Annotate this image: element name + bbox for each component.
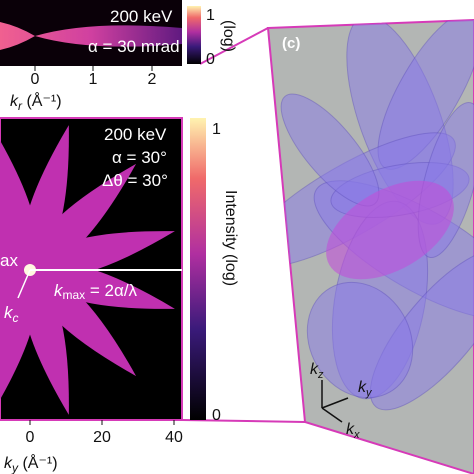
x-label: ky (Å⁻¹) bbox=[4, 453, 58, 474]
petal bbox=[0, 163, 31, 271]
petal bbox=[30, 231, 175, 278]
connector bbox=[199, 27, 269, 65]
kc: kc bbox=[4, 303, 19, 325]
colorbar-min: 0 bbox=[206, 51, 215, 68]
x-tick-label: 2 bbox=[148, 71, 157, 88]
colorbar-max: 1 bbox=[212, 121, 221, 138]
subscript: x bbox=[353, 429, 360, 441]
beam-profile bbox=[0, 22, 182, 50]
x-label: kr (Å⁻¹) bbox=[10, 91, 62, 113]
petal bbox=[0, 270, 38, 415]
panel-label: (c) bbox=[282, 35, 300, 52]
x-tick-label: 1 bbox=[89, 71, 98, 88]
petal bbox=[0, 269, 31, 377]
petal bbox=[29, 163, 137, 271]
colorbar-label: Intensity (log) bbox=[222, 190, 239, 286]
axes-triad bbox=[321, 380, 349, 423]
colorbar-min: 0 bbox=[212, 407, 221, 424]
alpha: α = 30 mrad bbox=[88, 37, 180, 56]
formula: = 2α/λ bbox=[85, 281, 137, 300]
subscript: r bbox=[18, 99, 23, 113]
petal-3d bbox=[306, 281, 414, 399]
symbol: k bbox=[4, 455, 13, 472]
petal-core bbox=[326, 180, 454, 280]
subscript: y bbox=[365, 387, 373, 399]
colorbar-max: 1 bbox=[206, 7, 215, 24]
subscript: max bbox=[63, 288, 86, 302]
kmax: kmax = 2α/λ bbox=[54, 281, 138, 302]
symbol: k bbox=[310, 361, 319, 378]
cut-label: ax bbox=[0, 251, 18, 270]
unit: (Å⁻¹) bbox=[22, 91, 62, 110]
dtheta: Δθ = 30° bbox=[102, 171, 168, 190]
alpha: α = 30° bbox=[112, 148, 167, 167]
colorbar bbox=[187, 6, 201, 64]
colorbar bbox=[190, 118, 206, 420]
axis bbox=[321, 407, 343, 423]
symbol: k bbox=[346, 421, 355, 438]
x-tick-label: 0 bbox=[31, 71, 40, 88]
symbol: k bbox=[4, 303, 14, 322]
colorbar-label: (log) bbox=[220, 20, 237, 52]
axis bbox=[321, 397, 349, 409]
energy: 200 keV bbox=[110, 7, 173, 26]
connector bbox=[181, 419, 306, 423]
subscript: c bbox=[13, 311, 19, 325]
symbol: k bbox=[358, 379, 367, 396]
unit: (Å⁻¹) bbox=[18, 453, 58, 472]
x-tick-label: 40 bbox=[165, 429, 183, 446]
subscript: z bbox=[317, 369, 324, 381]
petal bbox=[22, 125, 69, 270]
kc-line bbox=[17, 269, 31, 299]
petal bbox=[29, 269, 137, 377]
axis-x: kx bbox=[346, 421, 360, 441]
energy: 200 keV bbox=[104, 125, 167, 144]
axis-y: ky bbox=[358, 379, 373, 399]
subscript: y bbox=[11, 461, 19, 474]
symbol: k bbox=[10, 93, 19, 110]
x-tick-label: 20 bbox=[93, 429, 111, 446]
x-tick-label: 0 bbox=[26, 429, 35, 446]
axis-z: kz bbox=[310, 361, 324, 381]
symbol: k bbox=[54, 281, 64, 300]
